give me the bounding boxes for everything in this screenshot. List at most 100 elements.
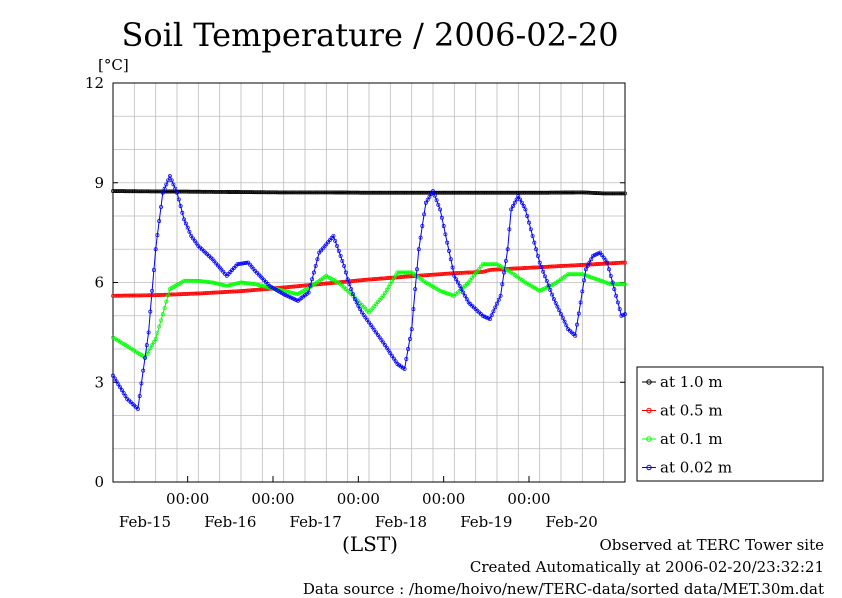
data-point <box>461 270 466 275</box>
data-point <box>271 190 275 195</box>
data-point <box>438 272 443 277</box>
legend-swatch-marker <box>646 379 652 385</box>
data-point <box>374 277 379 281</box>
data-point <box>214 189 219 194</box>
data-point <box>141 293 146 298</box>
data-point <box>397 190 402 195</box>
data-point <box>491 190 496 195</box>
data-point <box>363 277 368 282</box>
data-point <box>198 279 203 283</box>
data-point <box>255 287 259 292</box>
data-point <box>443 271 448 276</box>
data-point <box>535 253 540 258</box>
data-point <box>359 310 364 315</box>
data-point <box>623 191 627 196</box>
data-point <box>484 268 489 273</box>
data-point <box>461 190 466 195</box>
data-point <box>143 355 147 360</box>
data-point <box>571 263 576 268</box>
legend-swatch-marker <box>646 407 652 414</box>
data-point <box>285 289 290 294</box>
data-point <box>384 288 389 292</box>
data-point <box>253 282 258 287</box>
data-point <box>315 190 320 195</box>
data-point <box>420 273 425 278</box>
data-point <box>292 284 297 289</box>
data-point <box>292 190 297 195</box>
x-axis-label: (LST) <box>342 532 398 556</box>
data-point <box>141 368 146 373</box>
data-point <box>486 262 491 267</box>
data-point <box>543 274 547 279</box>
data-point <box>516 194 521 199</box>
x-time-label: 00:00 <box>422 490 465 508</box>
legend-swatch-marker <box>646 436 652 442</box>
data-point <box>589 275 594 280</box>
data-point <box>160 312 165 317</box>
data-point <box>518 266 523 271</box>
data-point <box>119 388 124 393</box>
data-point <box>182 292 187 296</box>
data-point <box>384 345 389 350</box>
data-point <box>578 300 583 305</box>
data-point <box>153 337 158 341</box>
data-point <box>436 190 441 195</box>
data-point <box>607 191 611 196</box>
data-point <box>413 190 418 195</box>
data-point <box>219 282 224 287</box>
data-point <box>559 264 563 268</box>
data-point <box>550 292 555 297</box>
data-point <box>491 262 496 267</box>
data-point <box>294 284 299 289</box>
data-point <box>166 293 171 298</box>
data-point <box>288 290 293 295</box>
data-point <box>564 190 569 195</box>
data-point <box>146 330 151 335</box>
data-point <box>326 190 331 195</box>
legend-label: at 1.0 m <box>660 373 723 391</box>
data-point <box>311 270 316 275</box>
data-point <box>187 189 192 194</box>
data-point <box>390 353 395 358</box>
data-point <box>185 225 190 230</box>
data-point <box>621 260 626 265</box>
data-point <box>530 233 535 238</box>
data-point <box>308 190 313 195</box>
data-point <box>587 190 592 195</box>
data-point <box>603 280 608 285</box>
data-point <box>251 190 256 195</box>
data-point <box>244 281 249 286</box>
data-point <box>182 217 187 222</box>
data-point <box>393 359 398 364</box>
data-point <box>527 265 531 270</box>
data-point <box>215 281 220 286</box>
data-point <box>381 190 386 195</box>
x-time-label: 00:00 <box>166 490 209 508</box>
data-point <box>528 227 533 232</box>
data-point <box>500 190 505 195</box>
data-point <box>217 282 222 287</box>
series-at-1-0-m <box>111 189 627 196</box>
data-point <box>390 190 395 195</box>
data-point <box>143 189 147 194</box>
data-point <box>614 261 619 265</box>
data-point <box>502 270 507 275</box>
data-point <box>596 251 601 256</box>
data-point <box>246 281 251 286</box>
data-point <box>263 284 268 289</box>
data-point <box>228 283 233 287</box>
data-point <box>134 189 139 194</box>
data-point <box>511 204 515 208</box>
data-point <box>509 266 514 271</box>
data-point <box>205 279 210 284</box>
data-point <box>157 189 162 194</box>
series-layer <box>111 174 627 411</box>
data-point <box>603 258 608 263</box>
data-point <box>464 297 469 302</box>
data-point <box>288 295 293 300</box>
data-point <box>347 190 352 195</box>
data-point <box>342 263 347 268</box>
data-point <box>575 263 579 268</box>
data-point <box>351 279 355 283</box>
data-point <box>576 311 581 316</box>
